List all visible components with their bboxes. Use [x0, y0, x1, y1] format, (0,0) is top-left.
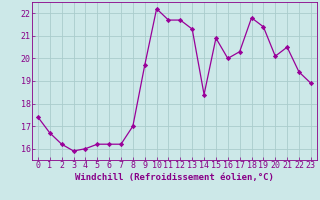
- X-axis label: Windchill (Refroidissement éolien,°C): Windchill (Refroidissement éolien,°C): [75, 173, 274, 182]
